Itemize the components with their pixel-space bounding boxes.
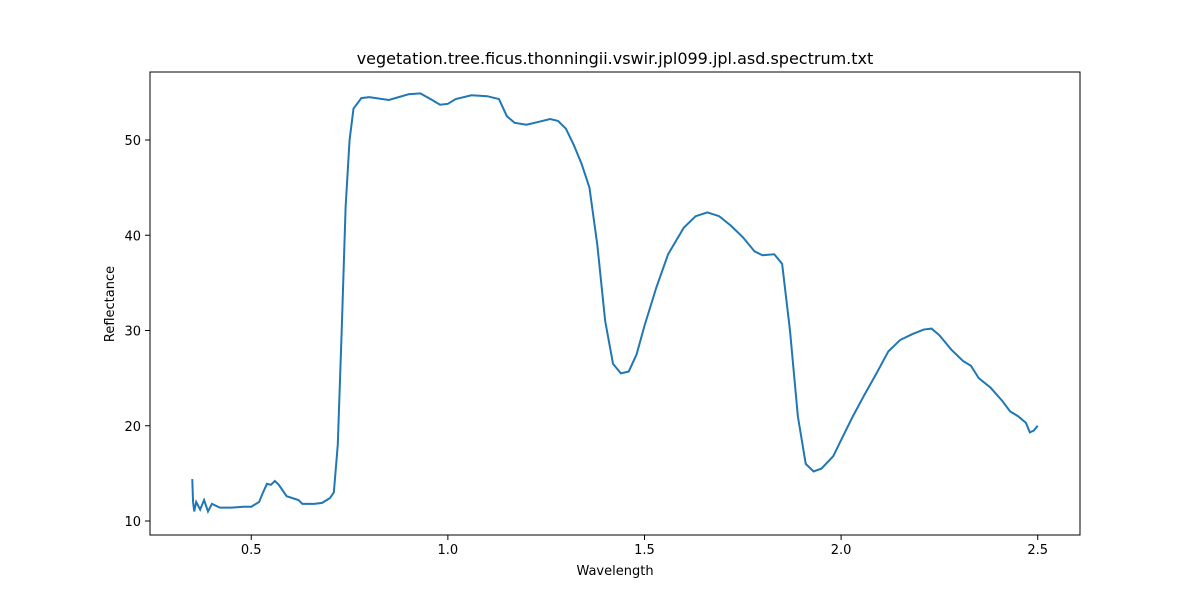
chart-title: vegetation.tree.ficus.thonningii.vswir.j…: [357, 49, 874, 68]
x-tick-label: 1.0: [438, 543, 459, 558]
plot-frame: [149, 71, 1081, 536]
y-tick-label: 20: [124, 420, 141, 435]
x-tick-label: 0.5: [241, 543, 262, 558]
y-tick-label: 30: [124, 325, 141, 340]
x-tick-label: 1.5: [634, 543, 655, 558]
y-tick-label: 50: [124, 134, 141, 149]
x-tick-label: 2.0: [831, 543, 852, 558]
y-tick-label: 10: [124, 515, 141, 530]
x-tick-label: 2.5: [1027, 543, 1048, 558]
y-axis-label: Reflectance: [103, 266, 118, 342]
x-axis-label: Wavelength: [576, 564, 653, 579]
y-tick-label: 40: [124, 229, 141, 244]
data-line: [191, 92, 1039, 515]
